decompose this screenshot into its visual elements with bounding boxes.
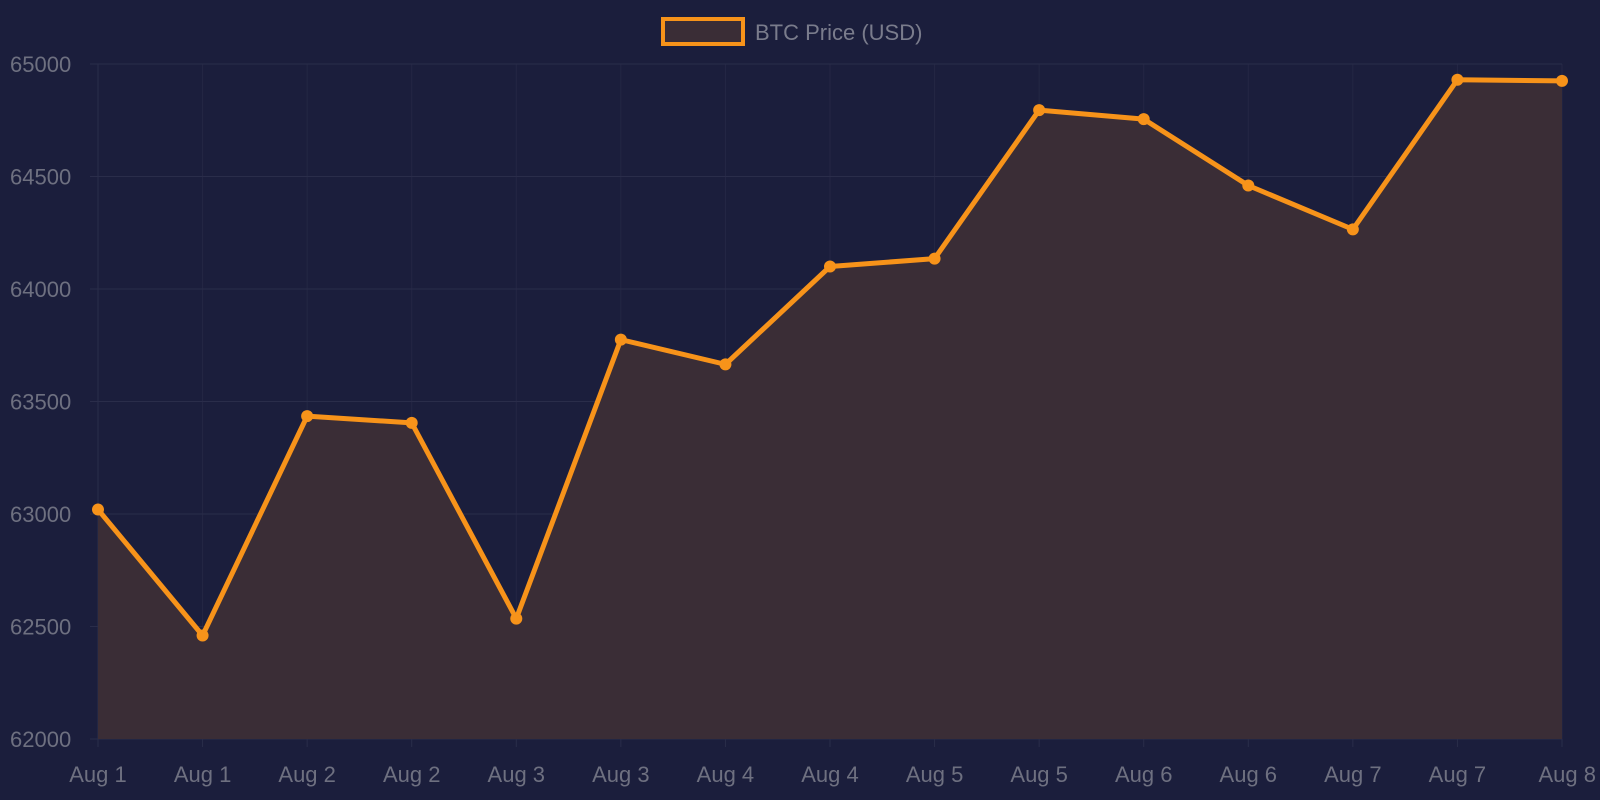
y-tick-label: 65000 [10,52,71,77]
x-tick-label: Aug 2 [383,762,441,787]
y-axis: 62000 62500 63000 63500 64000 64500 65000 [10,52,71,752]
x-tick-label: Aug 5 [1010,762,1068,787]
data-point[interactable] [1451,73,1464,86]
data-point[interactable] [824,260,836,273]
legend-swatch[interactable] [661,17,745,46]
data-point[interactable] [1137,113,1150,126]
x-tick-label: Aug 4 [801,762,859,787]
data-point[interactable] [301,410,314,423]
x-tick-label: Aug 8 [1539,762,1597,787]
point-layer [92,73,1568,642]
x-tick-label: Aug 7 [1429,762,1487,787]
x-tick-label: Aug 1 [174,762,232,787]
data-point[interactable] [1242,179,1255,192]
x-tick-label: Aug 3 [592,762,650,787]
data-point[interactable] [92,503,104,516]
data-point[interactable] [928,252,941,265]
data-point[interactable] [405,416,418,429]
x-tick-label: Aug 7 [1324,762,1382,787]
x-tick-label: Aug 6 [1220,762,1278,787]
y-tick-label: 64000 [10,277,71,302]
legend[interactable]: BTC Price (USD) [661,17,922,46]
y-tick-label: 62500 [10,615,71,640]
series-area-fill [98,79,1562,739]
x-tick-label: Aug 2 [278,762,336,787]
data-point[interactable] [719,358,732,371]
y-tick-label: 63500 [10,390,71,415]
x-tick-label: Aug 1 [69,762,127,787]
x-tick-label: Aug 4 [697,762,755,787]
y-tick-label: 62000 [10,727,71,752]
y-tick-label: 64500 [10,165,71,190]
data-point[interactable] [196,629,209,642]
data-point[interactable] [510,612,523,625]
x-tick-label: Aug 5 [906,762,964,787]
data-point[interactable] [1346,223,1359,236]
y-tick-label: 63000 [10,502,71,527]
data-point[interactable] [1033,104,1046,117]
data-point[interactable] [1556,74,1568,87]
x-tick-label: Aug 6 [1115,762,1173,787]
area-layer [98,79,1562,739]
legend-label[interactable]: BTC Price (USD) [755,20,922,45]
x-axis: Aug 1 Aug 1 Aug 2 Aug 2 Aug 3 Aug 3 Aug 4 Aug 4… [69,762,1596,787]
x-tick-label: Aug 3 [488,762,546,787]
data-point[interactable] [614,333,627,346]
